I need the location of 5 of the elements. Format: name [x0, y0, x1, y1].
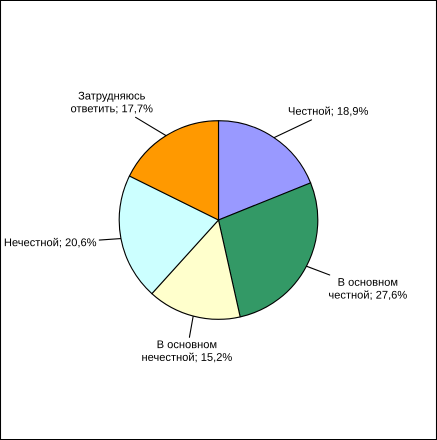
- slice-label: Затрудняюсь ответить; 17,7%: [70, 92, 153, 114]
- slice-label: Нечестной; 20,6%: [4, 238, 96, 248]
- slice-label: Честной; 18,9%: [288, 106, 368, 116]
- slice-label: В основном честной; 27,6%: [329, 278, 407, 300]
- slice-label: В основном нечестной; 15,2%: [142, 340, 232, 362]
